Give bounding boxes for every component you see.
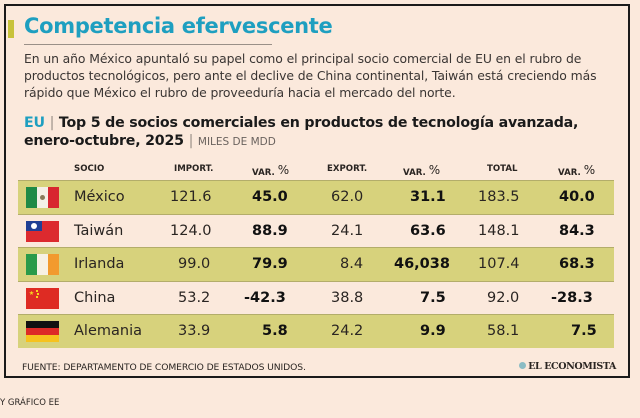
export-value: 38.8 bbox=[331, 289, 364, 306]
graphic-credit: Y GRÁFICO EE bbox=[0, 398, 60, 408]
import-var: 5.8 bbox=[262, 323, 288, 339]
total-var: 40.0 bbox=[559, 189, 595, 205]
total-var: 68.3 bbox=[559, 256, 595, 272]
var-label: VAR. bbox=[558, 168, 581, 178]
china-flag-icon bbox=[26, 287, 59, 309]
table-row: China 53.2 -42.3 38.8 7.5 92.0 -28.3 bbox=[18, 280, 614, 314]
source-note: FUENTE: DEPARTAMENTO DE COMERCIO DE ESTA… bbox=[22, 362, 306, 373]
export-value: 24.2 bbox=[331, 323, 364, 339]
socio-name: Alemania bbox=[74, 323, 142, 339]
export-value: 24.1 bbox=[331, 222, 364, 239]
total-var: 84.3 bbox=[559, 222, 595, 239]
units-label: MILES DE MDD bbox=[197, 136, 276, 148]
logo-text: EL ECONOMISTA bbox=[528, 361, 616, 372]
title-accent-bar bbox=[8, 20, 14, 38]
total-value: 183.5 bbox=[478, 189, 520, 205]
export-value: 62.0 bbox=[331, 189, 364, 205]
import-var: 79.9 bbox=[252, 256, 288, 272]
export-var: 7.5 bbox=[420, 289, 446, 306]
table-body: México 121.6 45.0 62.0 31.1 183.5 40.0 T… bbox=[18, 180, 614, 348]
taiwan-flag-icon bbox=[26, 220, 59, 242]
var-label: VAR. bbox=[403, 168, 426, 178]
import-value: 121.6 bbox=[170, 189, 212, 205]
table-row: Irlanda 99.0 79.9 8.4 46,038 107.4 68.3 bbox=[18, 247, 614, 281]
export-var: 63.6 bbox=[410, 222, 446, 239]
socio-name: México bbox=[74, 189, 125, 205]
germany-flag-icon bbox=[26, 321, 59, 342]
col-header-export: EXPORT. bbox=[327, 164, 368, 174]
col-header-total: TOTAL bbox=[487, 164, 518, 174]
socio-name: Irlanda bbox=[74, 256, 125, 272]
col-header-socio: SOCIO bbox=[74, 164, 105, 174]
table-row: Alemania 33.9 5.8 24.2 9.9 58.1 7.5 bbox=[18, 314, 614, 348]
ireland-flag-icon bbox=[26, 254, 59, 275]
region-label: EU bbox=[24, 115, 45, 131]
col-header-export-var: VAR. % bbox=[403, 163, 441, 178]
table-title-text: Top 5 de socios comerciales en productos… bbox=[24, 115, 579, 149]
total-var: -28.3 bbox=[551, 289, 593, 306]
units-separator: | bbox=[188, 133, 194, 149]
pct-label: % bbox=[583, 163, 596, 177]
col-header-import-var: VAR. % bbox=[252, 163, 290, 178]
mexico-flag-icon bbox=[26, 187, 59, 208]
import-var: -42.3 bbox=[244, 289, 286, 306]
socio-name: China bbox=[74, 289, 116, 306]
import-value: 33.9 bbox=[178, 323, 211, 339]
socio-name: Taiwán bbox=[74, 222, 124, 239]
import-value: 53.2 bbox=[178, 289, 211, 306]
pct-label: % bbox=[428, 163, 441, 177]
total-value: 148.1 bbox=[478, 222, 520, 239]
import-var: 45.0 bbox=[252, 189, 288, 205]
total-value: 58.1 bbox=[487, 323, 520, 339]
var-label: VAR. bbox=[252, 168, 275, 178]
total-value: 92.0 bbox=[487, 289, 520, 306]
table-row: México 121.6 45.0 62.0 31.1 183.5 40.0 bbox=[18, 180, 614, 214]
table-row: Taiwán 124.0 88.9 24.1 63.6 148.1 84.3 bbox=[18, 213, 614, 247]
export-var: 31.1 bbox=[410, 189, 446, 205]
pct-label: % bbox=[277, 163, 290, 177]
intro-paragraph: En un año México apuntaló su papel como … bbox=[24, 51, 597, 100]
import-var: 88.9 bbox=[252, 222, 288, 239]
page-title: Competencia efervescente bbox=[24, 14, 333, 38]
import-value: 99.0 bbox=[178, 256, 211, 272]
table-header: SOCIO IMPORT. VAR. % EXPORT. VAR. % TOTA… bbox=[18, 160, 614, 178]
logo-globe-icon bbox=[519, 362, 527, 369]
export-var: 9.9 bbox=[420, 323, 446, 339]
import-value: 124.0 bbox=[170, 222, 212, 239]
col-header-import: IMPORT. bbox=[174, 164, 214, 174]
total-var: 7.5 bbox=[571, 323, 597, 339]
export-value: 8.4 bbox=[340, 256, 364, 272]
export-var: 46,038 bbox=[394, 256, 450, 272]
total-value: 107.4 bbox=[478, 256, 520, 272]
publisher-logo: EL ECONOMISTA bbox=[519, 361, 616, 372]
title-divider bbox=[24, 44, 272, 45]
col-header-total-var: VAR. % bbox=[558, 163, 596, 178]
region-separator: | bbox=[49, 115, 55, 131]
table-title: EU | Top 5 de socios comerciales en prod… bbox=[24, 114, 624, 151]
